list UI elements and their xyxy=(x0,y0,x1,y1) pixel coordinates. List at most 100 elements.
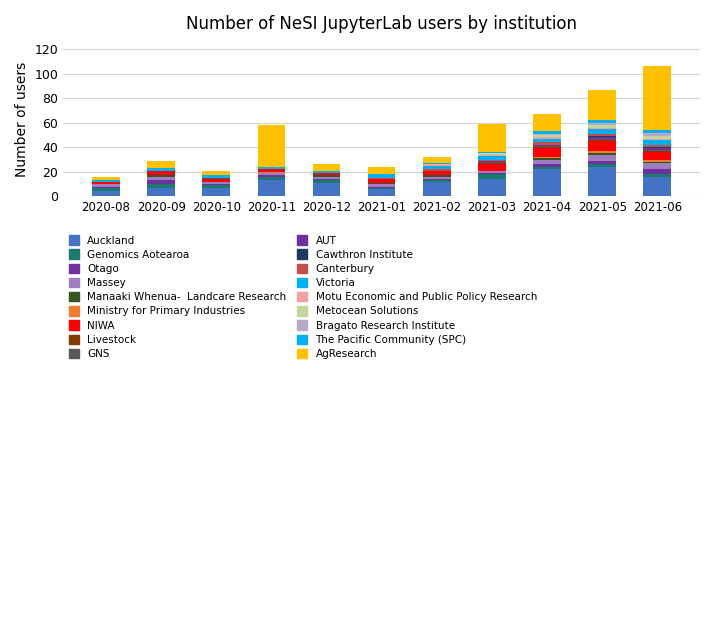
Bar xyxy=(147,171,175,176)
Bar xyxy=(533,147,561,148)
Bar xyxy=(478,163,506,164)
Bar xyxy=(312,179,340,180)
Bar xyxy=(312,171,340,173)
Bar xyxy=(147,184,175,188)
Bar xyxy=(644,66,671,130)
Bar xyxy=(533,164,561,167)
Bar xyxy=(312,164,340,171)
Bar xyxy=(644,130,671,132)
Bar xyxy=(202,185,230,188)
Bar xyxy=(92,182,120,184)
Y-axis label: Number of users: Number of users xyxy=(15,62,29,177)
Bar xyxy=(478,153,506,154)
Bar xyxy=(312,173,340,176)
Bar xyxy=(644,174,671,177)
Bar xyxy=(423,182,450,197)
Bar xyxy=(423,166,450,169)
Bar xyxy=(533,158,561,159)
Bar xyxy=(478,162,506,163)
Bar xyxy=(644,136,671,138)
Bar xyxy=(202,184,230,185)
Bar xyxy=(368,188,395,189)
Bar xyxy=(257,125,285,167)
Bar xyxy=(533,167,561,169)
Bar xyxy=(92,184,120,187)
Bar xyxy=(423,179,450,180)
Bar xyxy=(478,179,506,197)
Bar xyxy=(92,192,120,197)
Bar xyxy=(644,150,671,151)
Bar xyxy=(478,164,506,171)
Bar xyxy=(368,183,395,184)
Bar xyxy=(423,163,450,164)
Bar xyxy=(147,176,175,177)
Bar xyxy=(257,176,285,177)
Bar xyxy=(147,180,175,184)
Bar xyxy=(257,180,285,197)
Bar xyxy=(478,124,506,152)
Bar xyxy=(588,151,616,153)
Bar xyxy=(368,187,395,188)
Bar xyxy=(533,169,561,197)
Bar xyxy=(368,174,395,178)
Bar xyxy=(478,159,506,161)
Bar xyxy=(147,188,175,197)
Bar xyxy=(368,179,395,183)
Bar xyxy=(533,148,561,157)
Bar xyxy=(588,136,616,137)
Bar xyxy=(588,164,616,167)
Bar xyxy=(202,179,230,182)
Bar xyxy=(368,189,395,197)
Bar xyxy=(147,168,175,171)
Bar xyxy=(588,140,616,141)
Bar xyxy=(588,167,616,197)
Bar xyxy=(533,135,561,137)
Bar xyxy=(202,178,230,179)
Bar xyxy=(533,133,561,135)
Bar xyxy=(644,177,671,197)
Bar xyxy=(478,173,506,174)
Bar xyxy=(588,90,616,121)
Bar xyxy=(644,169,671,174)
Bar xyxy=(644,145,671,147)
Bar xyxy=(478,171,506,173)
Bar xyxy=(644,163,671,169)
Bar xyxy=(644,159,671,162)
Bar xyxy=(588,121,616,123)
Bar xyxy=(588,137,616,138)
Bar xyxy=(312,176,340,177)
Bar xyxy=(423,177,450,179)
Bar xyxy=(588,161,616,164)
Bar xyxy=(588,138,616,140)
Bar xyxy=(588,129,616,133)
Bar xyxy=(202,182,230,184)
Bar xyxy=(644,132,671,136)
Bar xyxy=(478,174,506,179)
Bar xyxy=(423,169,450,171)
Bar xyxy=(423,157,450,163)
Bar xyxy=(257,172,285,173)
Bar xyxy=(478,156,506,159)
Bar xyxy=(533,131,561,133)
Bar xyxy=(644,151,671,152)
Bar xyxy=(257,169,285,172)
Bar xyxy=(588,141,616,151)
Bar xyxy=(588,125,616,127)
Bar xyxy=(533,157,561,158)
Bar xyxy=(368,167,395,174)
Bar xyxy=(533,142,561,145)
Bar xyxy=(147,177,175,180)
Bar xyxy=(588,133,616,136)
Bar xyxy=(533,146,561,147)
Bar xyxy=(644,162,671,163)
Bar xyxy=(257,167,285,169)
Bar xyxy=(257,173,285,176)
Bar xyxy=(478,161,506,162)
Bar xyxy=(644,148,671,150)
Bar xyxy=(533,138,561,142)
Title: Number of NeSI JupyterLab users by institution: Number of NeSI JupyterLab users by insti… xyxy=(186,15,577,33)
Bar xyxy=(368,178,395,179)
Bar xyxy=(644,152,671,159)
Legend: Auckland, Genomics Aotearoa, Otago, Massey, Manaaki Whenua-  Landcare Research, : Auckland, Genomics Aotearoa, Otago, Mass… xyxy=(69,235,537,359)
Bar xyxy=(92,188,120,192)
